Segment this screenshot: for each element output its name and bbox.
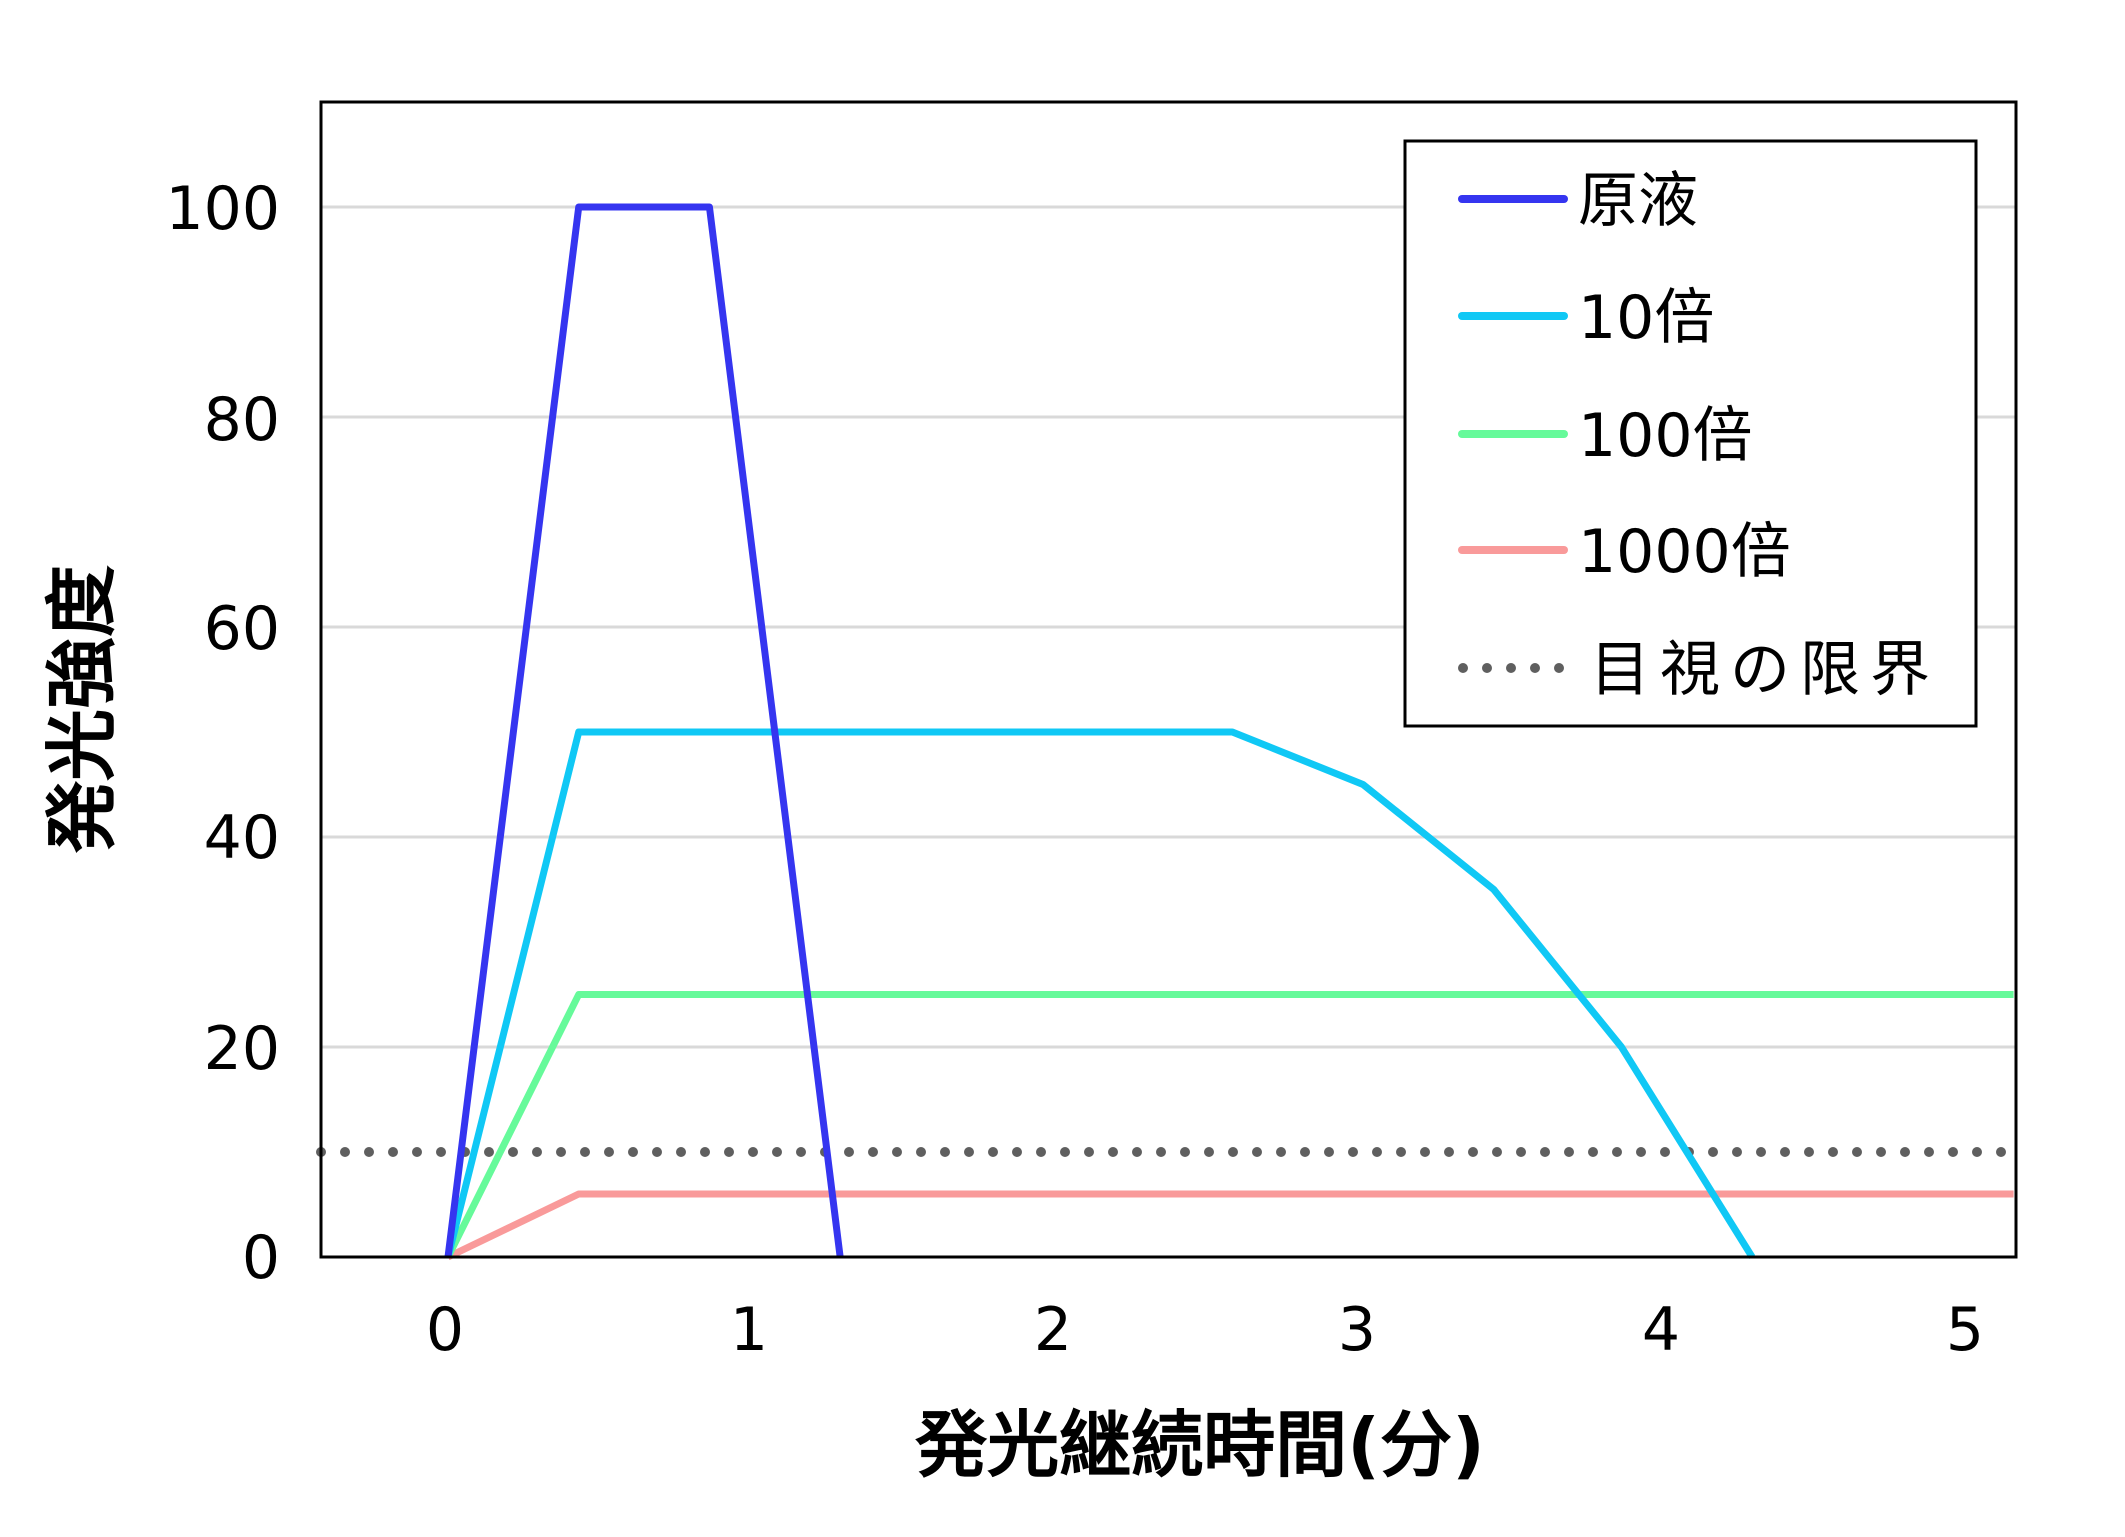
legend-item-1000x: 1000倍 [1458, 517, 1791, 587]
legend-item-genkeki: 原液 [1458, 166, 1698, 236]
x-tick-label: 4 [1642, 1295, 1680, 1365]
x-axis-tick-labels: 0 1 2 3 4 5 [426, 1295, 1984, 1365]
x-tick-label: 3 [1338, 1295, 1376, 1365]
y-axis-tick-labels: 0 20 40 60 80 100 [165, 174, 280, 1293]
x-tick-label: 5 [1946, 1295, 1984, 1365]
x-axis-title: 発光継続時間(分) [915, 1403, 1485, 1487]
legend-item-100x: 100倍 [1458, 401, 1753, 471]
y-axis-title: 発光強度 [40, 565, 124, 853]
legend-label: 10倍 [1578, 283, 1714, 353]
legend-item-10x: 10倍 [1458, 283, 1714, 353]
legend-label: 原液 [1578, 166, 1698, 236]
series-layer [316, 203, 2019, 1261]
legend: 原液 10倍 100倍 1000倍 目視の限界 [1403, 139, 1978, 728]
x-tick-label: 2 [1034, 1295, 1072, 1365]
y-tick-label: 100 [165, 174, 280, 244]
series-line [446, 1190, 2014, 1261]
legend-item-visual-limit: 目視の限界 [1458, 635, 1940, 705]
y-tick-label: 80 [204, 385, 280, 455]
plot-area-frame [319, 100, 2018, 1259]
y-tick-label: 60 [204, 594, 280, 664]
y-tick-label: 0 [242, 1223, 280, 1293]
legend-label: 目視の限界 [1590, 635, 1940, 705]
series-line [444, 203, 844, 1258]
y-tick-label: 40 [204, 803, 280, 873]
y-tick-label: 20 [204, 1014, 280, 1084]
x-tick-label: 1 [730, 1295, 768, 1365]
legend-label: 1000倍 [1578, 517, 1791, 587]
series-line [444, 728, 1756, 1259]
x-tick-label: 0 [426, 1295, 464, 1365]
legend-label: 100倍 [1578, 401, 1753, 471]
series-line [444, 991, 2014, 1259]
